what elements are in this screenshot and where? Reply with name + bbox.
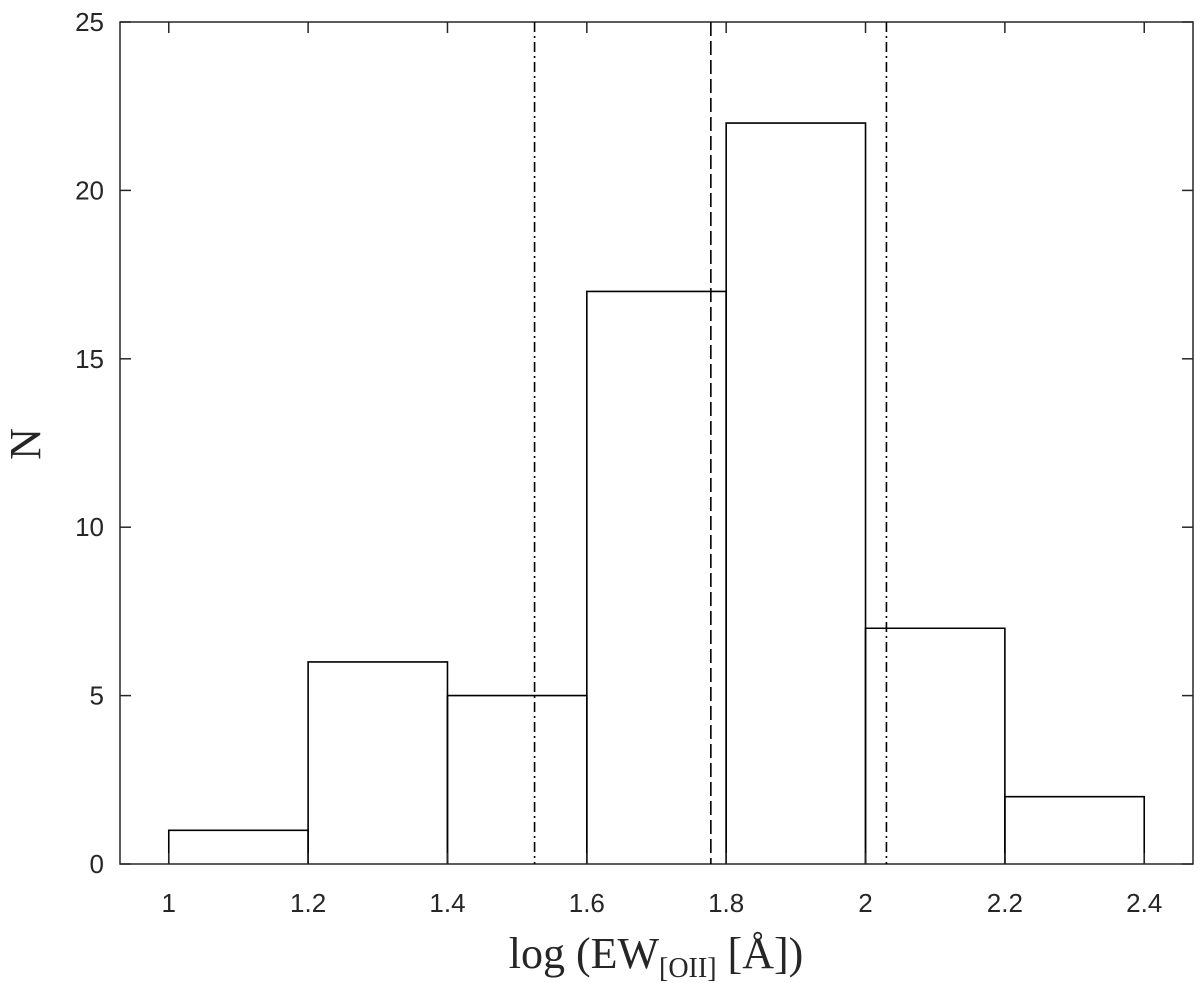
x-axis-label-suffix: [Å]) <box>717 929 804 978</box>
axis-ticks <box>120 21 1193 865</box>
histogram-bar <box>1004 795 1146 864</box>
y-tick-label: 15 <box>75 344 104 374</box>
y-tick-label: 20 <box>75 175 104 205</box>
x-tick-label: 1.2 <box>290 888 326 918</box>
histogram-bar <box>864 627 1006 864</box>
y-tick-label: 0 <box>90 849 104 879</box>
x-tick-label: 1 <box>162 888 176 918</box>
x-axis-label-prefix: log (EW <box>509 929 660 978</box>
reference-lines <box>533 22 888 864</box>
x-tick-label: 1.8 <box>708 888 744 918</box>
x-tick-label: 2.2 <box>987 888 1023 918</box>
x-axis-label-subscript: [OII] <box>659 953 717 983</box>
y-tick-label: 10 <box>75 512 104 542</box>
axes-box <box>119 21 1194 865</box>
histogram-bars <box>167 122 1146 864</box>
plot-area <box>119 21 1194 865</box>
x-tick-label: 2 <box>858 888 872 918</box>
tick-labels: 1 1.2 1.4 1.6 1.8 2 2.2 2.4 0 5 10 15 20 25 <box>75 7 1162 918</box>
y-axis-label: N <box>1 428 50 460</box>
y-tick-label: 25 <box>75 7 104 37</box>
x-tick-label: 1.6 <box>569 888 605 918</box>
histogram-bar <box>725 122 867 864</box>
x-tick-label: 2.4 <box>1126 888 1162 918</box>
x-tick-label: 1.4 <box>429 888 465 918</box>
x-axis-label: log (EW[OII] [Å]) <box>509 929 804 983</box>
y-tick-label: 5 <box>90 681 104 711</box>
